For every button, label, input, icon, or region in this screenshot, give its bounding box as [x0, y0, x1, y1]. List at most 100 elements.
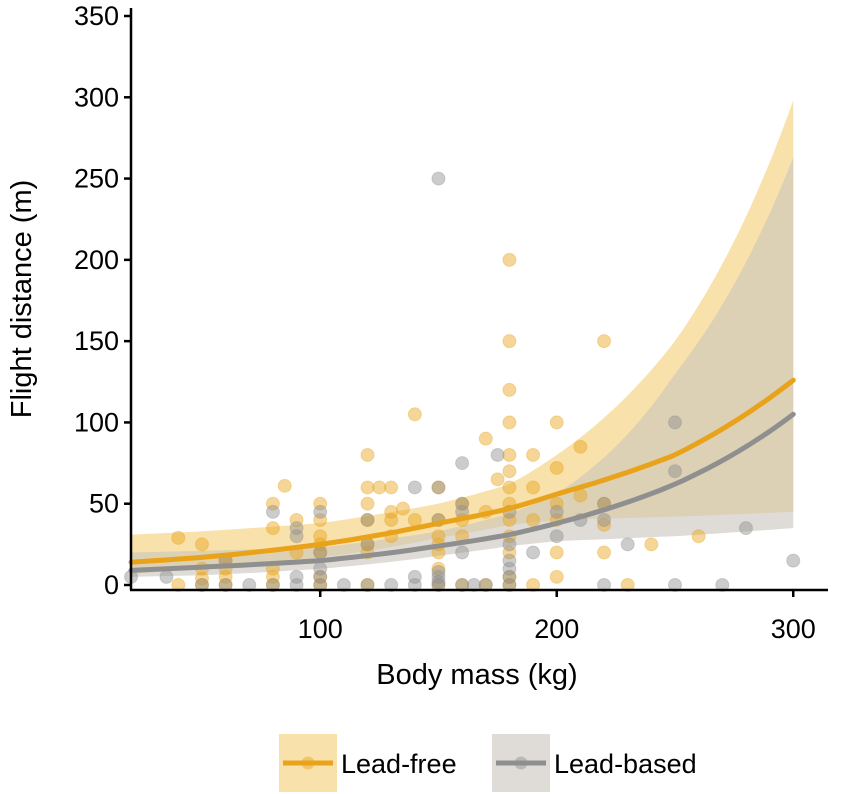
lead-based-point: [289, 578, 304, 592]
lead-based-point: [455, 496, 470, 511]
lead-free-point: [502, 464, 517, 479]
lead-based-point: [360, 512, 375, 527]
lead-free-point: [549, 415, 564, 430]
lead-based-point: [455, 578, 470, 592]
lead-free-point: [431, 529, 446, 544]
lead-based-point: [455, 456, 470, 471]
lead-based-point: [431, 574, 446, 589]
x-axis-title: Body mass (kg): [376, 659, 577, 691]
lead-free-point: [597, 545, 612, 560]
lead-free-point: [620, 578, 635, 592]
lead-free-point: [502, 252, 517, 267]
lead-free-point: [431, 561, 446, 576]
lead-free-point: [478, 578, 493, 592]
lead-free-point: [194, 578, 209, 592]
lead-based-point: [431, 569, 446, 584]
lead-based-point: [313, 569, 328, 584]
lead-free-point: [372, 480, 387, 495]
lead-based-point: [242, 578, 257, 592]
axes: 0 50 100 150 200 250 300 350 100 200 300: [74, 1, 828, 644]
legend-label: Lead-free: [341, 749, 457, 779]
lead-based-point: [289, 569, 304, 584]
lead-free-point: [502, 447, 517, 462]
lead-free-point: [360, 480, 375, 495]
lead-free-point: [526, 447, 541, 462]
lead-based-point: [490, 447, 505, 462]
lead-based-point: [715, 578, 730, 592]
lead-free-point: [455, 578, 470, 592]
x-tick-label: 300: [771, 614, 816, 644]
lead-based-point: [478, 578, 493, 592]
lead-free-point: [218, 569, 233, 584]
lead-free-point: [502, 382, 517, 397]
lead-based-point: [218, 578, 233, 592]
lead-based-point: [384, 578, 399, 592]
lead-based-point: [667, 464, 682, 479]
lead-based-point: [407, 480, 422, 495]
lead-free-point: [549, 460, 564, 475]
lead-free-point: [455, 496, 470, 511]
lead-based-point: [313, 504, 328, 519]
lead-free-point: [431, 480, 446, 495]
lead-based-point: [407, 569, 422, 584]
lead-based-point: [431, 564, 446, 579]
lead-free-point: [265, 578, 280, 592]
lead-based-point: [502, 569, 517, 584]
lead-based-point: [194, 578, 209, 592]
lead-based-point: [159, 569, 174, 584]
lead-free-point: [407, 512, 422, 527]
lead-free-point: [431, 578, 446, 592]
lead-based-point: [455, 545, 470, 560]
lead-based-point: [549, 504, 564, 519]
lead-free-point: [313, 569, 328, 584]
lead-free-point: [549, 496, 564, 511]
lead-based-point: [336, 578, 351, 592]
lead-free-point: [171, 578, 186, 592]
lead-based-point: [360, 578, 375, 592]
lead-free-point: [194, 571, 209, 586]
lead-based-point: [526, 545, 541, 560]
lead-free-point: [526, 480, 541, 495]
legend-label: Lead-based: [554, 749, 697, 779]
legend-item-lead-based: Lead-based: [492, 734, 697, 792]
lead-free-point: [502, 512, 517, 527]
y-axis-title: Flight distance (m): [6, 180, 38, 419]
lead-free-point: [490, 472, 505, 487]
lead-free-point: [573, 439, 588, 454]
y-tick-label: 150: [74, 326, 119, 356]
lead-based-point: [431, 578, 446, 592]
lead-based-point: [502, 553, 517, 568]
lead-free-point: [502, 545, 517, 560]
lead-free-point: [360, 447, 375, 462]
lead-free-point: [502, 578, 517, 592]
y-tick-label: 300: [74, 82, 119, 112]
lead-based-point: [313, 545, 328, 560]
legend: Lead-free Lead-based: [279, 734, 697, 792]
lead-based-point: [597, 578, 612, 592]
lead-based-point: [502, 578, 517, 592]
lead-based-point: [620, 537, 635, 552]
lead-based-fit-line: [128, 411, 796, 573]
lead-free-fit-line: [128, 377, 796, 565]
y-tick-label: 250: [74, 164, 119, 194]
y-tick-label: 200: [74, 245, 119, 275]
lead-based-point: [502, 561, 517, 576]
lead-free-point: [265, 569, 280, 584]
lead-free-point: [384, 512, 399, 527]
lead-free-point: [597, 517, 612, 532]
lead-based-point: [549, 529, 564, 544]
lead-free-point: [478, 431, 493, 446]
fit-lines: [128, 377, 796, 573]
lead-free-point: [360, 512, 375, 527]
lead-based-point: [265, 578, 280, 592]
lead-free-point: [277, 478, 292, 493]
lead-based-point: [431, 171, 446, 186]
y-tick-label: 50: [89, 489, 119, 519]
lead-free-point: [526, 578, 541, 592]
y-tick-label: 350: [74, 1, 119, 31]
lead-free-point: [313, 512, 328, 527]
legend-item-lead-free: Lead-free: [279, 734, 457, 792]
lead-based-point: [786, 553, 801, 568]
lead-free-point: [384, 504, 399, 519]
lead-free-point: [691, 529, 706, 544]
